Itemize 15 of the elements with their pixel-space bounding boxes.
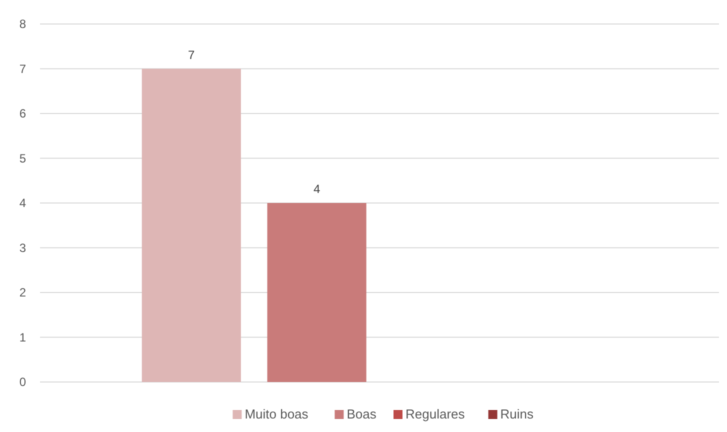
y-tick-label: 2: [19, 286, 26, 300]
y-tick-label: 8: [19, 17, 26, 32]
y-tick-label: 7: [19, 62, 26, 76]
y-tick-label: 3: [19, 240, 26, 255]
y-tick-label: 6: [19, 106, 26, 121]
legend-label: Muito boas: [244, 406, 309, 422]
legend-label: Ruins: [500, 406, 534, 422]
legend-label: Boas: [346, 406, 377, 422]
y-tick-label: 4: [19, 196, 26, 210]
legend-label: Regulares: [406, 406, 466, 422]
data-label: 4: [313, 182, 320, 196]
y-tick-label: 1: [19, 330, 26, 344]
y-tick-label: 0: [19, 375, 26, 390]
y-tick-label: 5: [19, 151, 26, 166]
data-label: 7: [188, 48, 196, 62]
